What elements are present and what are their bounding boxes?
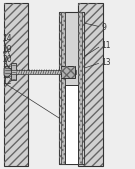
Text: 20: 20: [3, 55, 12, 65]
Bar: [4, 3, 28, 166]
Bar: [61, 12, 65, 164]
Bar: [78, 12, 82, 164]
Bar: [4, 70, 76, 74]
Text: 15: 15: [3, 66, 12, 76]
Bar: [11, 63, 16, 80]
Text: 14: 14: [3, 33, 12, 43]
Bar: [78, 3, 103, 166]
Bar: [61, 66, 75, 78]
Bar: [59, 12, 65, 164]
Text: 12: 12: [3, 77, 12, 87]
Bar: [78, 12, 84, 164]
Bar: [78, 12, 82, 164]
Text: 13: 13: [101, 58, 111, 67]
Bar: [59, 12, 65, 164]
Bar: [4, 3, 28, 166]
Text: 11: 11: [101, 41, 111, 50]
Polygon shape: [4, 66, 11, 78]
Bar: [28, 3, 78, 166]
Bar: [65, 84, 78, 164]
Bar: [78, 12, 84, 164]
Bar: [61, 66, 75, 78]
Bar: [78, 3, 103, 166]
Bar: [59, 12, 84, 164]
Text: 19: 19: [3, 44, 12, 54]
Text: 9: 9: [101, 22, 106, 32]
Bar: [61, 12, 65, 164]
